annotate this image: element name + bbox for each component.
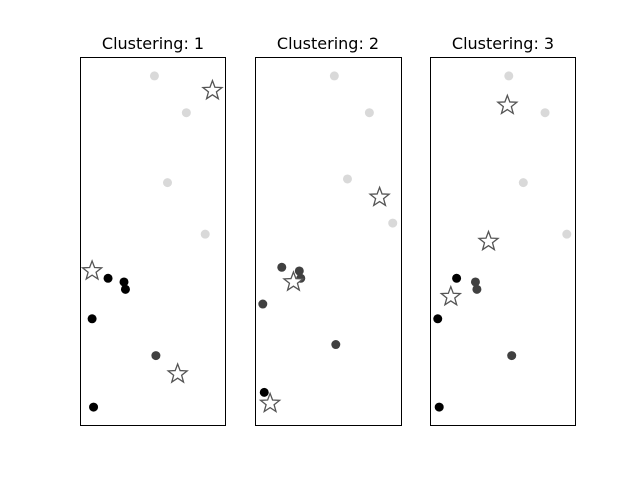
- data-point: [504, 71, 514, 81]
- panel-frame-3: [430, 57, 576, 426]
- data-point: [434, 402, 444, 412]
- centroid-star-marker: [477, 229, 500, 252]
- data-point: [120, 284, 130, 294]
- data-point: [163, 178, 172, 188]
- data-point: [470, 277, 480, 287]
- data-point: [364, 108, 374, 118]
- centroid-star-marker: [439, 284, 463, 307]
- panel-title-3: Clustering: 3: [452, 34, 554, 53]
- data-point: [258, 299, 268, 309]
- data-point: [540, 108, 550, 118]
- data-point: [277, 262, 287, 272]
- panel-marks-3: [433, 71, 572, 412]
- panel-2: Clustering: 2: [255, 34, 402, 426]
- data-point: [294, 266, 304, 276]
- data-point: [89, 402, 99, 412]
- centroid-star-marker: [258, 391, 282, 414]
- panel-1: Clustering: 1: [80, 34, 226, 426]
- panel-title-2: Clustering: 2: [277, 34, 379, 53]
- centroid-star-marker: [368, 185, 391, 207]
- panel-title-1: Clustering: 1: [102, 34, 204, 53]
- data-point: [452, 273, 462, 283]
- data-point: [200, 229, 210, 239]
- centroid-star-marker: [80, 259, 104, 281]
- data-point: [103, 273, 113, 283]
- centroid-star-marker: [166, 362, 189, 384]
- data-point: [388, 218, 398, 228]
- centroid-star-marker: [496, 93, 519, 115]
- centroid-star-marker: [282, 270, 305, 292]
- data-point: [181, 108, 191, 118]
- data-point: [507, 351, 517, 361]
- data-point: [433, 314, 443, 324]
- data-point: [518, 178, 528, 188]
- data-point: [259, 387, 269, 397]
- panel-marks-1: [80, 71, 224, 412]
- panel-frame-1: [80, 57, 226, 426]
- panel-3: Clustering: 3: [430, 34, 576, 426]
- data-point: [151, 351, 161, 361]
- data-point: [149, 71, 159, 81]
- data-point: [331, 340, 341, 350]
- panel-marks-2: [258, 71, 398, 414]
- data-point: [472, 284, 482, 294]
- data-point: [562, 229, 572, 239]
- data-point: [87, 314, 97, 324]
- data-point: [342, 174, 352, 184]
- panel-frame-2: [255, 57, 402, 426]
- data-point: [119, 277, 129, 287]
- centroid-star-marker: [201, 78, 224, 101]
- data-point: [329, 71, 339, 81]
